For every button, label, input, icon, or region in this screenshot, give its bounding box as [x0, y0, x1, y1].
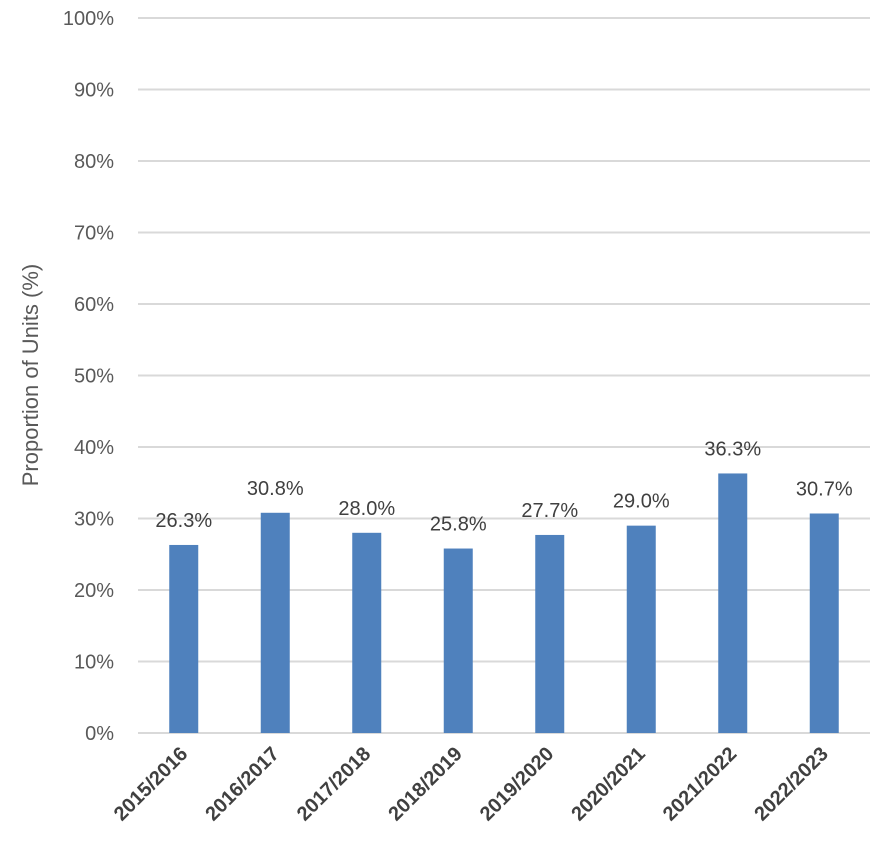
data-label: 30.8% — [247, 478, 304, 500]
data-labels: 26.3% 30.8% 28.0% 25.8% 27.7% 29.0% 36.3% 30.7% — [155, 438, 852, 535]
data-label: 29.0% — [613, 491, 670, 513]
x-tick-label: 2019/2020 — [476, 743, 558, 825]
bar — [443, 548, 473, 733]
bar — [626, 525, 656, 733]
bar — [718, 473, 748, 733]
x-tick-label: 2021/2022 — [659, 743, 741, 825]
data-label: 28.0% — [338, 498, 395, 520]
x-tick-label: 2016/2017 — [201, 743, 283, 825]
x-tick-label: 2020/2021 — [567, 743, 649, 825]
bar — [535, 534, 565, 733]
x-tick-label: 2022/2023 — [750, 743, 832, 825]
x-tick-label: 2015/2016 — [110, 743, 192, 825]
bars — [169, 473, 839, 733]
y-tick-label: 100% — [63, 8, 114, 30]
data-label: 26.3% — [155, 510, 212, 532]
x-axis-tick-labels: 2015/2016 2016/2017 2017/2018 2018/2019 2019… — [110, 743, 833, 825]
y-axis-tick-labels: 0% 10% 20% 30% 40% 50% 60% 70% 80% 90% 100% — [63, 8, 114, 745]
y-tick-label: 40% — [74, 437, 114, 459]
gridlines — [138, 17, 870, 734]
y-tick-label: 50% — [74, 366, 114, 388]
y-tick-label: 20% — [74, 580, 114, 602]
data-label: 36.3% — [704, 438, 761, 460]
y-tick-label: 60% — [74, 294, 114, 316]
data-label: 30.7% — [796, 478, 853, 500]
data-label: 25.8% — [430, 514, 487, 536]
bar — [169, 544, 199, 733]
y-tick-label: 10% — [74, 652, 114, 674]
y-tick-label: 70% — [74, 223, 114, 245]
data-label: 27.7% — [521, 500, 578, 522]
y-axis-title: Proportion of Units (%) — [18, 264, 43, 487]
bar — [352, 532, 382, 733]
x-tick-label: 2018/2019 — [384, 743, 466, 825]
bar — [260, 512, 290, 733]
x-tick-label: 2017/2018 — [293, 743, 375, 825]
y-tick-label: 0% — [85, 723, 114, 745]
y-tick-label: 30% — [74, 509, 114, 531]
y-tick-label: 90% — [74, 80, 114, 102]
y-tick-label: 80% — [74, 151, 114, 173]
bar — [809, 513, 839, 733]
